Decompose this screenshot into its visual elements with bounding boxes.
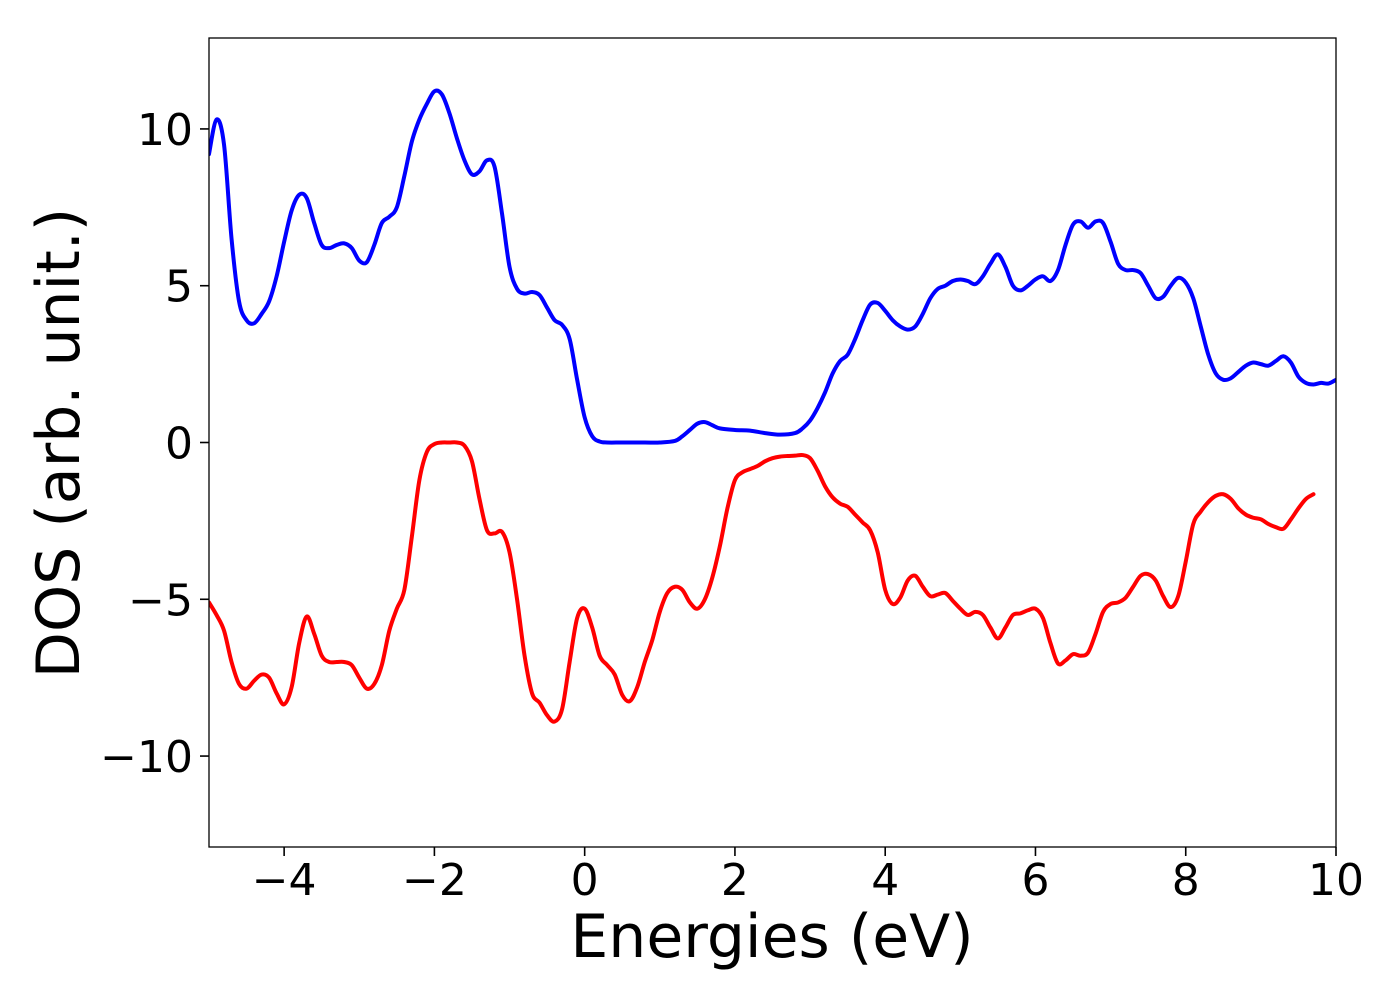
x-tick-label: 10 [1308, 855, 1364, 906]
plot-frame [208, 37, 1337, 848]
y-axis: −10 −5 0 5 10 [100, 105, 209, 783]
x-axis-label: Energies (eV) [570, 902, 973, 972]
x-tick-label: −4 [252, 855, 317, 906]
series-line-1 [209, 88, 1336, 445]
y-tick-label: 5 [165, 262, 193, 313]
x-tick-label: 4 [871, 855, 899, 906]
x-axis: −4 −2 0 2 4 6 8 10 [252, 847, 1364, 906]
x-tick-label: 6 [1021, 855, 1049, 906]
series-layer [209, 88, 1336, 724]
y-tick-label: 10 [137, 105, 193, 156]
x-tick-label: 0 [571, 855, 599, 906]
x-tick-label: 2 [721, 855, 749, 906]
x-tick-label: −2 [402, 855, 467, 906]
series-line-2 [209, 440, 1316, 724]
y-axis-label: DOS (arb. unit.) [24, 208, 94, 678]
y-tick-label: −10 [100, 732, 193, 783]
y-tick-label: 0 [165, 419, 193, 470]
y-tick-label: −5 [128, 575, 193, 626]
x-tick-label: 8 [1172, 855, 1200, 906]
